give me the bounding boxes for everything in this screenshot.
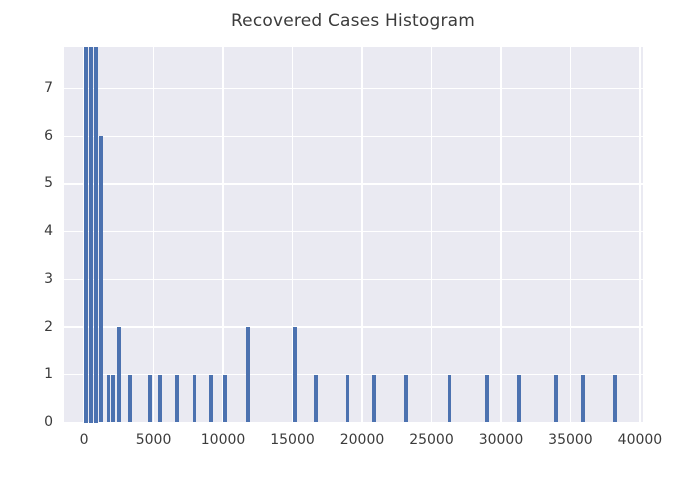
gridline-y-3: [63, 278, 643, 281]
gridline-x-30000: [500, 46, 502, 423]
gridline-y-2: [63, 326, 643, 328]
histogram-bar: [88, 46, 93, 423]
histogram-bar: [612, 374, 617, 423]
histogram-bar: [148, 374, 153, 423]
gridline-x-20000: [361, 46, 363, 423]
y-tick-label-6: 6: [44, 127, 53, 144]
x-tick-label-25000: 25000: [409, 431, 454, 448]
histogram-bar: [192, 374, 197, 423]
chart-title: Recovered Cases Histogram: [230, 11, 476, 31]
y-tick-label-4: 4: [44, 223, 53, 240]
histogram-bar: [403, 374, 408, 423]
gridline-y-0: [63, 421, 643, 423]
histogram-bar: [223, 374, 227, 423]
x-tick-label-35000: 35000: [548, 431, 593, 448]
gridline-y-5: [63, 183, 643, 185]
histogram-bar: [158, 374, 163, 423]
x-tick-label-5000: 5000: [135, 431, 172, 448]
x-tick-label-40000: 40000: [617, 431, 663, 448]
histogram-bar: [313, 374, 318, 423]
gridline-x-35000: [569, 46, 572, 423]
x-tick-label-15000: 15000: [270, 431, 315, 448]
histogram-bar: [117, 327, 122, 423]
histogram-bar: [292, 327, 297, 423]
gridline-y-6: [63, 135, 643, 137]
x-tick-label-10000: 10000: [200, 431, 246, 448]
histogram-bar: [372, 374, 376, 423]
gridline-y-1: [63, 374, 643, 376]
histogram-bar: [128, 374, 133, 423]
histogram-bar: [581, 374, 585, 423]
y-tick-label-3: 3: [44, 270, 53, 287]
histogram-bar: [106, 374, 111, 423]
gridline-x-15000: [291, 46, 294, 423]
histogram-bar: [93, 46, 98, 423]
gridline-x-10000: [222, 46, 224, 423]
histogram-bar: [83, 46, 88, 423]
gridline-x-40000: [639, 46, 641, 423]
histogram-bar: [485, 374, 489, 423]
histogram-bar: [174, 374, 179, 423]
histogram-bar: [209, 374, 213, 423]
y-tick-label-0: 0: [44, 414, 53, 430]
gridline-x-25000: [430, 46, 433, 423]
histogram-bar: [111, 374, 116, 423]
y-tick-label-7: 7: [44, 79, 53, 96]
histogram-bar: [345, 374, 350, 423]
y-tick-label-1: 1: [44, 366, 53, 383]
histogram-bar: [554, 374, 559, 423]
gridline-x-5000: [152, 46, 155, 423]
y-tick-label-5: 5: [44, 175, 53, 192]
histogram-bar: [447, 374, 452, 423]
x-tick-label-30000: 30000: [478, 431, 524, 448]
y-tick-label-2: 2: [44, 318, 53, 335]
x-tick-label-0: 0: [79, 431, 89, 448]
histogram-bar: [245, 327, 250, 423]
gridline-y-7: [63, 87, 643, 90]
x-tick-label-20000: 20000: [339, 431, 385, 448]
plot-area: [63, 46, 643, 423]
histogram-bar: [517, 374, 521, 423]
gridline-y-4: [63, 230, 643, 233]
histogram-bar: [98, 136, 103, 423]
